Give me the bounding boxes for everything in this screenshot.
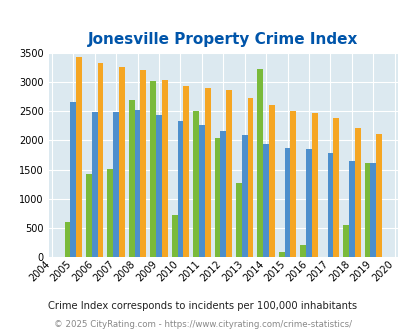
Bar bbox=[311, 113, 317, 257]
Bar bbox=[177, 121, 183, 257]
Bar bbox=[241, 135, 247, 257]
Bar bbox=[119, 67, 124, 257]
Bar bbox=[64, 222, 70, 257]
Bar bbox=[269, 105, 274, 257]
Bar bbox=[183, 85, 189, 257]
Bar bbox=[134, 110, 140, 257]
Bar bbox=[290, 111, 296, 257]
Bar bbox=[86, 174, 92, 257]
Text: Crime Index corresponds to incidents per 100,000 inhabitants: Crime Index corresponds to incidents per… bbox=[48, 301, 357, 311]
Bar bbox=[278, 251, 284, 257]
Bar bbox=[247, 98, 253, 257]
Bar bbox=[226, 90, 231, 257]
Bar bbox=[150, 81, 156, 257]
Bar bbox=[97, 63, 103, 257]
Bar bbox=[92, 112, 97, 257]
Bar bbox=[305, 149, 311, 257]
Bar bbox=[257, 69, 262, 257]
Bar bbox=[193, 111, 198, 257]
Bar bbox=[140, 70, 146, 257]
Title: Jonesville Property Crime Index: Jonesville Property Crime Index bbox=[88, 32, 358, 48]
Bar bbox=[327, 153, 333, 257]
Bar bbox=[375, 134, 381, 257]
Text: © 2025 CityRating.com - https://www.cityrating.com/crime-statistics/: © 2025 CityRating.com - https://www.city… bbox=[54, 319, 351, 329]
Bar bbox=[171, 215, 177, 257]
Bar bbox=[262, 144, 269, 257]
Bar bbox=[214, 138, 220, 257]
Bar bbox=[300, 245, 305, 257]
Bar bbox=[220, 131, 226, 257]
Bar bbox=[162, 80, 167, 257]
Bar bbox=[76, 57, 82, 257]
Bar bbox=[235, 183, 241, 257]
Bar bbox=[369, 163, 375, 257]
Bar bbox=[284, 148, 290, 257]
Bar bbox=[333, 118, 338, 257]
Bar bbox=[70, 103, 76, 257]
Bar bbox=[204, 88, 210, 257]
Bar bbox=[113, 112, 119, 257]
Bar bbox=[128, 100, 134, 257]
Bar bbox=[364, 163, 369, 257]
Bar bbox=[342, 225, 348, 257]
Bar bbox=[156, 115, 162, 257]
Bar bbox=[348, 161, 354, 257]
Bar bbox=[198, 125, 204, 257]
Bar bbox=[107, 169, 113, 257]
Bar bbox=[354, 128, 360, 257]
